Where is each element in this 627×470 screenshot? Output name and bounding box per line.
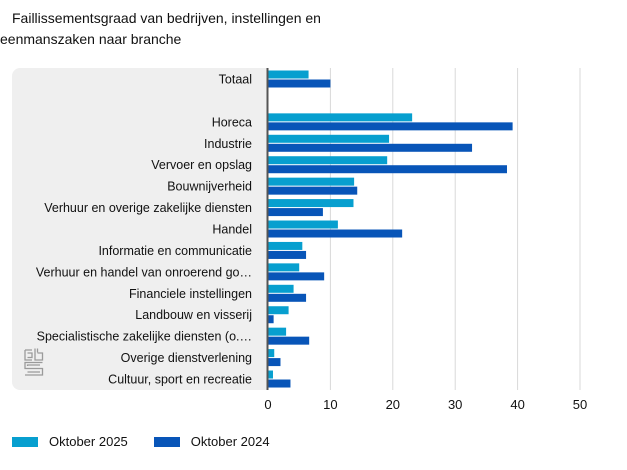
category-label-panel: [12, 68, 268, 390]
bar-oktober-2025: [268, 241, 303, 250]
category-label: Overige dienstverlening: [121, 351, 252, 365]
bar-oktober-2024: [268, 122, 513, 131]
x-tick-label: 20: [386, 397, 400, 412]
bar-oktober-2025: [268, 327, 287, 336]
chart-title-line-1: Faillissementsgraad van bedrijven, inste…: [12, 10, 321, 26]
legend-swatch-oktober-2024: [153, 436, 180, 447]
category-label: Industrie: [204, 137, 252, 151]
bar-oktober-2024: [268, 293, 307, 302]
bar-oktober-2025: [268, 134, 390, 143]
bar-oktober-2025: [268, 177, 355, 186]
x-tick-label: 10: [323, 397, 337, 412]
bar-oktober-2024: [268, 143, 473, 152]
bar-oktober-2024: [268, 336, 310, 345]
bar-oktober-2025: [268, 156, 388, 165]
category-label: Specialistische zakelijke diensten (o.…: [37, 330, 252, 344]
legend-label-oktober-2024: Oktober 2024: [190, 434, 270, 449]
legend-item-oktober-2025[interactable]: Oktober 2025: [12, 434, 128, 449]
bar-oktober-2025: [268, 284, 294, 293]
bar-chart: 0 10 20 30 40 50 Totaal Horeca Industrie Vervoer …: [36, 68, 587, 412]
bar-oktober-2025: [268, 113, 413, 122]
chart-title: Faillissementsgraad van bedrijven, inste…: [0, 8, 360, 50]
category-label: Financiele instellingen: [129, 287, 252, 301]
category-label: Totaal: [219, 73, 252, 87]
category-label: Vervoer en opslag: [151, 158, 252, 172]
bar-oktober-2024: [268, 315, 274, 324]
category-label: Bouwnijverheid: [167, 180, 252, 194]
legend-item-oktober-2024[interactable]: Oktober 2024: [153, 434, 270, 449]
bar-oktober-2024: [268, 379, 291, 388]
bar-oktober-2024: [268, 229, 403, 238]
bar-oktober-2024: [268, 165, 507, 174]
x-tick-label: 30: [448, 397, 462, 412]
bar-oktober-2025: [268, 70, 309, 79]
bar-oktober-2025: [268, 306, 289, 315]
bar-oktober-2025: [268, 370, 273, 379]
bar-oktober-2025: [268, 349, 275, 358]
bar-oktober-2024: [268, 208, 323, 217]
chart-title-line-2: eenmanszaken naar branche: [0, 31, 182, 47]
bar-oktober-2025: [268, 263, 300, 272]
category-label: Horeca: [212, 115, 252, 129]
legend-label-oktober-2025: Oktober 2025: [49, 434, 128, 449]
x-tick-label: 50: [573, 397, 587, 412]
bar-oktober-2025: [268, 199, 354, 208]
category-label: Landbouw en visserij: [135, 308, 252, 322]
legend: Oktober 2025 Oktober 2024: [12, 434, 296, 449]
bar-oktober-2024: [268, 79, 331, 88]
category-label: Handel: [212, 223, 252, 237]
bar-oktober-2024: [268, 358, 281, 367]
bar-oktober-2025: [268, 220, 338, 229]
category-label: Cultuur, sport en recreatie: [108, 373, 252, 387]
category-label: Verhuur en handel van onroerend go…: [36, 265, 252, 279]
category-label: Informatie en communicatie: [98, 244, 252, 258]
cbs-logo-icon: [24, 348, 44, 376]
bar-oktober-2024: [268, 250, 307, 259]
x-tick-label: 0: [264, 397, 271, 412]
bar-oktober-2024: [268, 272, 325, 281]
x-tick-label: 40: [510, 397, 524, 412]
legend-swatch-oktober-2025: [12, 436, 38, 447]
category-label: Verhuur en overige zakelijke diensten: [44, 201, 252, 215]
bar-oktober-2024: [268, 186, 358, 195]
